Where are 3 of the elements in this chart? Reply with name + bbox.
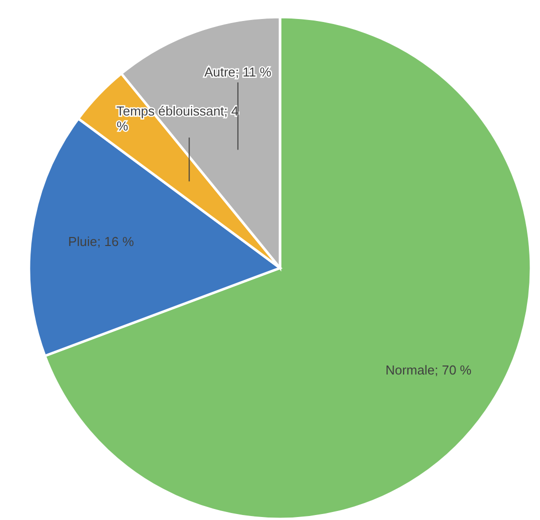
slice-label: Normale; 70 % <box>385 362 472 378</box>
slice-label: Pluie; 16 % <box>68 234 134 250</box>
slice-label: Autre; 11 % <box>204 64 272 80</box>
